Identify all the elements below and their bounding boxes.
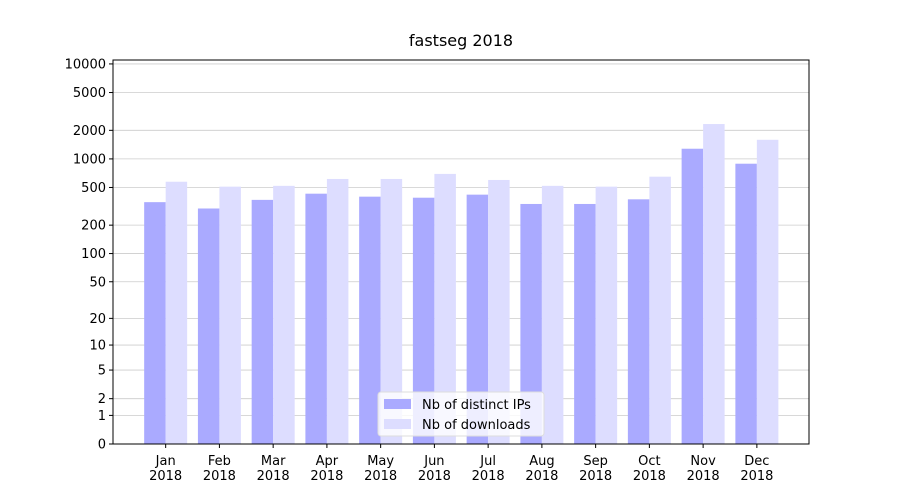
legend-label: Nb of distinct IPs — [422, 398, 531, 413]
x-tick-label: Jun 2018 — [418, 454, 451, 484]
bar — [681, 148, 704, 445]
x-tick-label: Sep 2018 — [579, 454, 612, 484]
y-tick-label: 500 — [81, 181, 106, 196]
legend: Nb of distinct IPs Nb of downloads — [377, 391, 545, 437]
bar — [488, 179, 510, 444]
y-tick-label: 10000 — [65, 57, 106, 72]
y-tick-label: 1000 — [73, 152, 106, 167]
bar — [541, 185, 564, 445]
y-tick-label: 2000 — [73, 124, 106, 139]
bar — [165, 181, 188, 444]
axes-frame — [112, 59, 810, 445]
bar — [326, 178, 349, 445]
legend-label: Nb of downloads — [422, 418, 531, 433]
bar — [380, 178, 403, 445]
legend-box — [377, 391, 545, 437]
bar — [359, 196, 381, 444]
bar — [273, 185, 295, 445]
bar — [144, 202, 166, 444]
bar — [251, 199, 274, 444]
legend-swatch — [384, 399, 411, 409]
x-tick-label: May 2018 — [364, 454, 397, 484]
x-tick-label: Aug 2018 — [525, 454, 558, 484]
bar — [595, 186, 618, 444]
x-tick-label: Nov 2018 — [687, 454, 720, 484]
bar — [197, 208, 220, 444]
legend-swatch — [384, 419, 411, 429]
bar — [466, 194, 489, 444]
y-tick-label: 100 — [81, 247, 106, 262]
y-tick-label: 1 — [98, 409, 106, 424]
bar — [649, 176, 671, 444]
y-tick-label: 0 — [98, 438, 106, 453]
x-tick-label: Oct 2018 — [633, 454, 666, 484]
y-tick-label: 5000 — [73, 86, 106, 101]
bar — [219, 186, 241, 444]
x-tick-label: Jul 2018 — [472, 454, 505, 484]
chart-title: fastseg 2018 — [409, 31, 513, 50]
bar — [735, 163, 757, 444]
y-tick-label: 5 — [98, 364, 106, 379]
x-tick-label: Jan 2018 — [149, 454, 182, 484]
bar — [703, 124, 725, 444]
bar — [412, 197, 435, 444]
y-tick-label: 50 — [89, 275, 106, 290]
bar — [574, 203, 596, 444]
x-tick-label: Apr 2018 — [310, 454, 343, 484]
x-tick-label: Dec 2018 — [740, 454, 773, 484]
bar — [520, 203, 542, 444]
bar — [305, 193, 327, 444]
y-tick-label: 10 — [89, 339, 106, 354]
y-tick-label: 200 — [81, 219, 106, 234]
x-tick-label: Feb 2018 — [203, 454, 236, 484]
bar — [756, 139, 779, 444]
y-tick-label: 20 — [89, 312, 106, 327]
bar — [434, 173, 456, 444]
x-tick-label: Mar 2018 — [257, 454, 290, 484]
y-tick-label: 2 — [98, 392, 106, 407]
bar — [627, 199, 650, 444]
